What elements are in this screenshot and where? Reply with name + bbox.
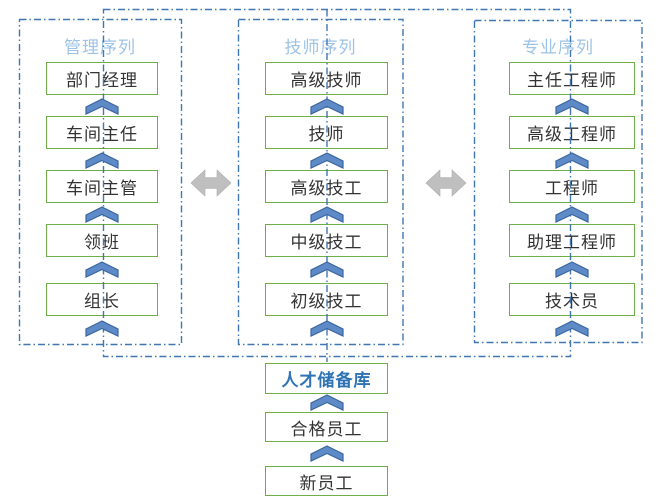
left-right-arrow-icon — [190, 169, 232, 197]
chevron-up-icon — [85, 152, 119, 169]
level-box-management-4: 领班 — [46, 224, 158, 257]
chevron-up-icon — [555, 152, 589, 169]
level-box-technician-1: 高级技师 — [265, 62, 388, 95]
level-box-technician-2: 技师 — [265, 116, 388, 149]
chevron-up-icon — [310, 394, 344, 411]
reserve-pool-box: 人才储备库 — [265, 363, 388, 394]
chevron-up-icon — [555, 98, 589, 115]
chevron-up-icon — [555, 206, 589, 223]
chevron-up-icon — [310, 98, 344, 115]
chevron-up-icon — [85, 261, 119, 278]
level-box-management-2: 车间主任 — [46, 116, 158, 149]
level-box-management-5: 组长 — [46, 283, 158, 316]
chevron-up-icon — [310, 152, 344, 169]
chevron-up-icon — [85, 98, 119, 115]
chevron-up-icon — [310, 261, 344, 278]
level-box-technician-3: 高级技工 — [265, 170, 388, 203]
level-box-technician-5: 初级技工 — [265, 283, 388, 316]
chevron-up-icon — [85, 206, 119, 223]
left-right-arrow-icon — [190, 169, 232, 197]
level-box-professional-4: 助理工程师 — [509, 224, 635, 257]
chevron-up-icon — [310, 152, 344, 169]
left-right-arrow-icon — [425, 169, 467, 197]
chevron-up-icon — [85, 320, 119, 337]
left-right-arrow-icon — [425, 169, 467, 197]
chevron-up-icon — [555, 152, 589, 169]
chevron-up-icon — [85, 320, 119, 337]
column-title-professional: 专业序列 — [522, 38, 594, 58]
chevron-up-icon — [555, 320, 589, 337]
chevron-up-icon — [310, 206, 344, 223]
chevron-up-icon — [310, 445, 344, 462]
chevron-up-icon — [310, 206, 344, 223]
level-box-professional-2: 高级工程师 — [509, 116, 635, 149]
level-box-management-3: 车间主管 — [46, 170, 158, 203]
chevron-up-icon — [310, 445, 344, 462]
level-box-professional-5: 技术员 — [509, 283, 635, 316]
chevron-up-icon — [85, 261, 119, 278]
qualified-employee-box: 合格员工 — [265, 412, 388, 442]
chevron-up-icon — [310, 394, 344, 411]
level-box-professional-1: 主任工程师 — [509, 62, 635, 95]
level-box-technician-4: 中级技工 — [265, 224, 388, 257]
chevron-up-icon — [310, 320, 344, 337]
level-box-management-1: 部门经理 — [46, 62, 158, 95]
chevron-up-icon — [555, 320, 589, 337]
chevron-up-icon — [85, 206, 119, 223]
level-box-professional-3: 工程师 — [509, 170, 635, 203]
chevron-up-icon — [555, 261, 589, 278]
chevron-up-icon — [555, 98, 589, 115]
column-title-technician: 技师序列 — [284, 38, 357, 58]
column-title-management: 管理序列 — [64, 38, 136, 58]
chevron-up-icon — [85, 152, 119, 169]
chevron-up-icon — [310, 320, 344, 337]
chevron-up-icon — [555, 261, 589, 278]
chevron-up-icon — [310, 261, 344, 278]
chevron-up-icon — [555, 206, 589, 223]
chevron-up-icon — [85, 98, 119, 115]
new-employee-box: 新员工 — [265, 466, 388, 496]
chevron-up-icon — [310, 98, 344, 115]
